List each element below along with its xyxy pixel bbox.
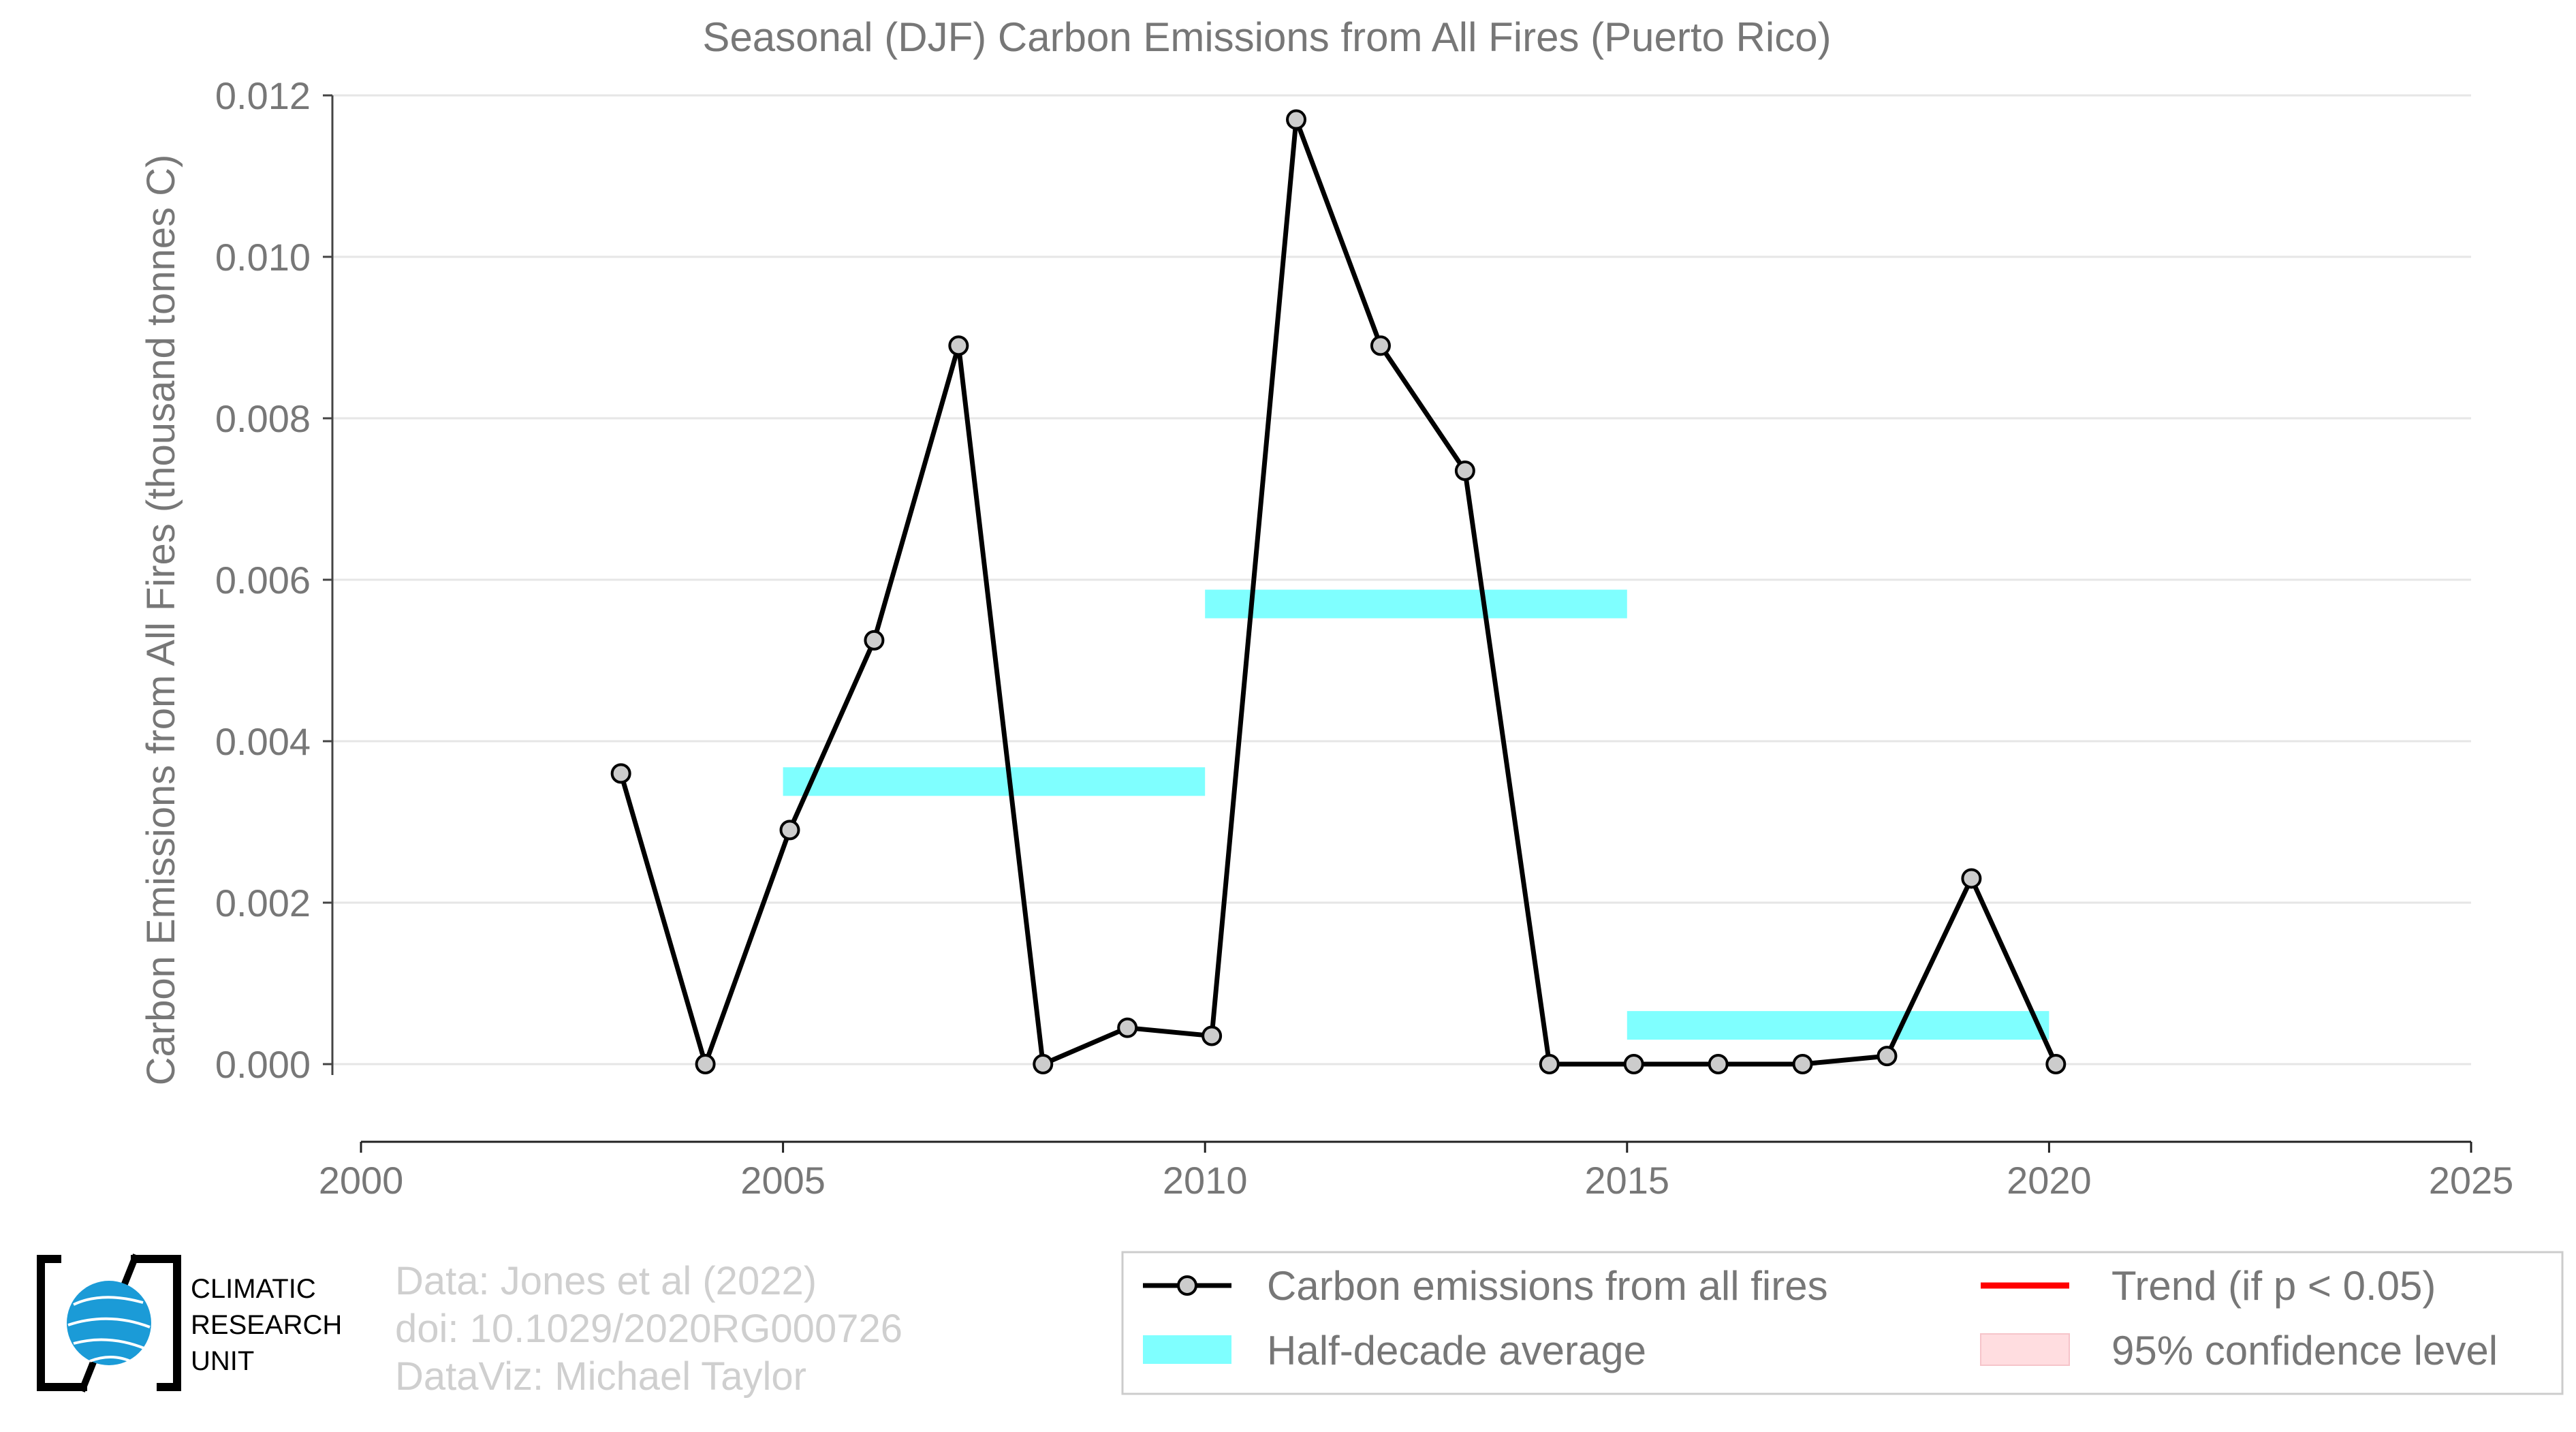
logo-text-line2: RESEARCH (191, 1310, 342, 1340)
x-axis-ticks: 2000 2005 2010 2015 2020 2025 (319, 1142, 2514, 1202)
y-axis-label: Carbon Emissions from All Fires (thousan… (139, 155, 183, 1086)
legend-label-trend: Trend (if p < 0.05) (2111, 1263, 2436, 1309)
x-tick-label: 2020 (2007, 1159, 2092, 1202)
logo-text-line1: CLIMATIC (191, 1274, 316, 1304)
data-point (1876, 1046, 1898, 1067)
data-point (2045, 1054, 2067, 1074)
series-carbon-emissions (610, 109, 2067, 1074)
legend-label-half-decade: Half-decade average (1267, 1328, 1646, 1373)
x-tick-label: 2000 (319, 1159, 404, 1202)
legend: Carbon emissions from all fires Half-dec… (1121, 1251, 2564, 1395)
half-decade-average-bands (783, 589, 2049, 1040)
y-tick-label: 0.008 (215, 397, 311, 440)
half-decade-average-band (783, 767, 1206, 796)
credits: Data: Jones et al (2022) doi: 10.1029/20… (395, 1259, 902, 1399)
x-tick-label: 2010 (1163, 1159, 1248, 1202)
data-point (1370, 335, 1391, 356)
legend-label-confidence: 95% confidence level (2111, 1328, 2498, 1373)
data-point (1539, 1054, 1560, 1074)
y-tick-label: 0.000 (215, 1043, 311, 1086)
y-tick-label: 0.010 (215, 236, 311, 279)
data-point (695, 1054, 716, 1074)
x-tick-label: 2025 (2429, 1159, 2514, 1202)
data-point (948, 335, 969, 356)
data-point (1792, 1054, 1813, 1074)
x-tick-label: 2015 (1585, 1159, 1670, 1202)
data-point (1033, 1054, 1054, 1074)
data-point (1117, 1017, 1138, 1038)
credit-data-source: Data: Jones et al (2022) (395, 1259, 817, 1303)
logo-text-line3: UNIT (191, 1346, 254, 1376)
data-point (1201, 1025, 1223, 1046)
gridlines (332, 94, 2471, 1065)
credit-dataviz: DataViz: Michael Taylor (395, 1354, 806, 1399)
half-decade-average-band (1205, 589, 1627, 619)
credit-doi: doi: 10.1029/2020RG000726 (395, 1307, 902, 1351)
x-tick-label: 2005 (740, 1159, 826, 1202)
data-point (1454, 461, 1475, 482)
data-point (779, 820, 800, 841)
cru-logo: CLIMATIC RESEARCH UNIT (37, 1254, 342, 1392)
series-line (618, 117, 2058, 1067)
data-point (1708, 1054, 1729, 1074)
legend-swatch-half-decade (1143, 1335, 1231, 1364)
chart-title: Seasonal (DJF) Carbon Emissions from All… (702, 14, 1831, 60)
data-point (1961, 868, 1982, 889)
y-axis-ticks: 0.000 0.002 0.004 0.006 0.008 0.010 0.012 (215, 74, 332, 1086)
y-tick-label: 0.012 (215, 74, 311, 117)
legend-swatch-confidence (1980, 1333, 2070, 1366)
y-tick-label: 0.004 (215, 720, 311, 763)
data-point (1623, 1054, 1644, 1074)
y-tick-label: 0.002 (215, 882, 311, 924)
logo-frame-icon (37, 1255, 181, 1391)
globe-contours-icon (67, 1296, 151, 1364)
data-point (1286, 109, 1307, 130)
half-decade-average-band (1627, 1011, 2049, 1040)
y-tick-label: 0.006 (215, 559, 311, 602)
data-point (864, 629, 885, 651)
legend-swatch-emissions-marker (1177, 1275, 1197, 1296)
data-point (610, 763, 631, 784)
legend-label-emissions: Carbon emissions from all fires (1267, 1263, 1828, 1309)
legend-box (1121, 1251, 2564, 1395)
